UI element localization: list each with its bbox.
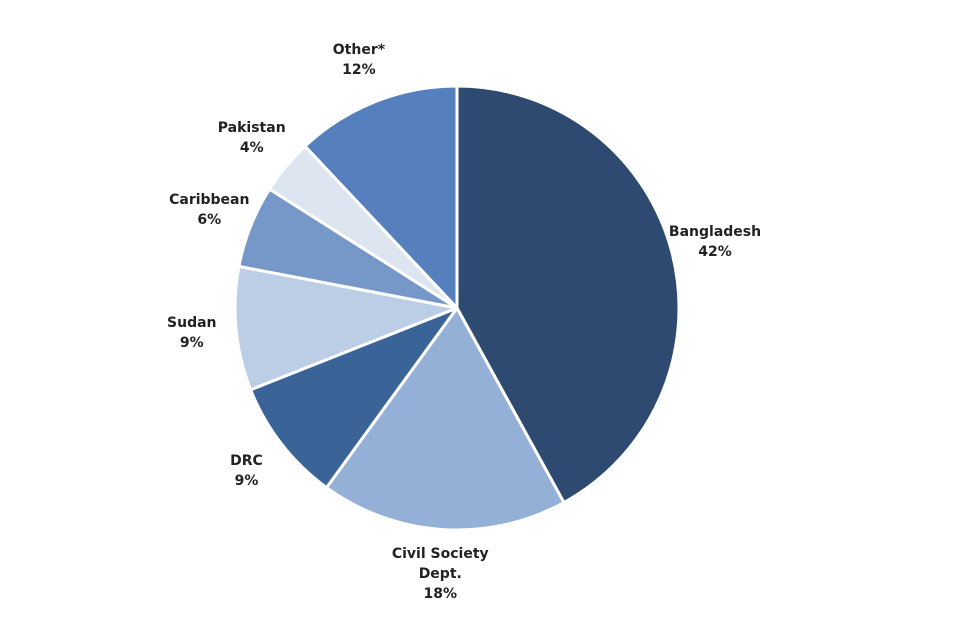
slice-label: Sudan 9% <box>132 313 252 353</box>
value-label: 4% <box>239 140 264 157</box>
pie-slice <box>249 306 459 490</box>
pie-slice <box>233 264 459 392</box>
category-label: Caribbean <box>169 191 250 208</box>
category-label: Sudan <box>167 315 217 332</box>
category-label: Other* <box>332 42 386 59</box>
value-label: 6% <box>197 211 222 228</box>
pie-slice <box>325 306 566 532</box>
slice-label: Pakistan 4% <box>192 118 312 158</box>
slice-label: Bangladesh 42% <box>655 222 775 262</box>
value-label: 18% <box>423 585 458 602</box>
pie-slice <box>455 84 681 505</box>
pie-slice <box>303 84 459 310</box>
category-label: Bangladesh <box>668 223 762 240</box>
value-label: 42% <box>698 243 732 260</box>
category-label: Civil Society Dept. <box>391 545 489 582</box>
category-label: DRC <box>230 453 263 470</box>
category-label: Pakistan <box>217 120 286 137</box>
slice-label: Civil Society Dept. 18% <box>380 544 500 604</box>
value-label: 9% <box>234 473 259 490</box>
value-label: 12% <box>342 62 376 79</box>
slice-label: Caribbean 6% <box>149 190 269 230</box>
slice-label: DRC 9% <box>187 451 307 491</box>
slice-label: Other* 12% <box>299 40 419 80</box>
value-label: 9% <box>179 335 204 352</box>
